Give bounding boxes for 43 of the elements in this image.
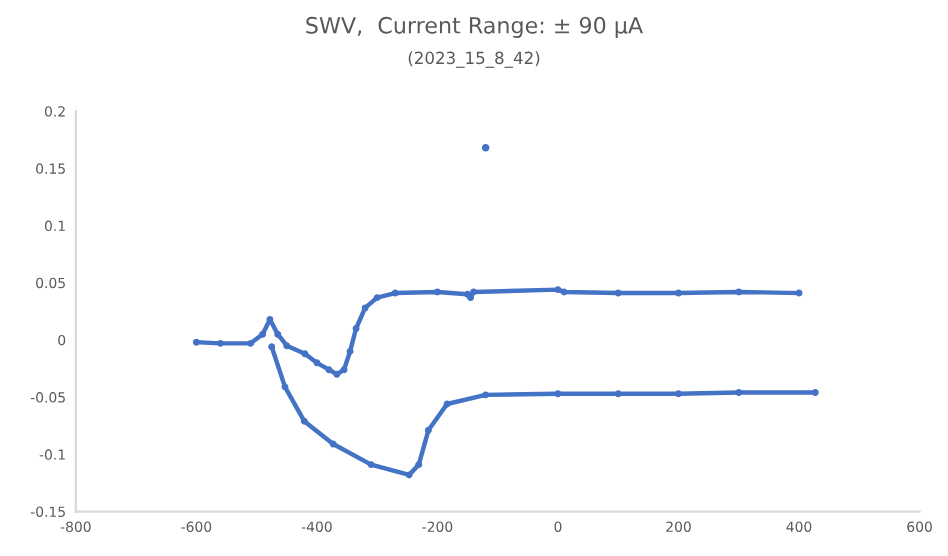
point [247, 339, 255, 347]
point [482, 391, 490, 399]
point [329, 440, 337, 448]
point [560, 288, 568, 296]
point [554, 286, 562, 294]
point [735, 389, 743, 397]
point [325, 366, 333, 374]
point [217, 339, 224, 347]
point [373, 294, 381, 302]
point [367, 461, 375, 469]
point [675, 289, 682, 297]
point [281, 383, 289, 391]
point [554, 390, 562, 398]
point [443, 400, 451, 408]
point [352, 325, 360, 332]
point [268, 343, 276, 351]
point [415, 461, 423, 469]
point [340, 366, 348, 374]
point [283, 342, 291, 350]
point [675, 390, 682, 398]
point [795, 289, 803, 297]
point [274, 330, 282, 338]
point [811, 389, 819, 397]
point [424, 426, 432, 434]
point [313, 359, 321, 367]
point [361, 304, 369, 312]
point [346, 347, 354, 355]
point [614, 390, 622, 398]
line-series [268, 343, 819, 479]
point [333, 370, 341, 378]
point [301, 350, 309, 358]
point [735, 288, 743, 296]
point [391, 289, 399, 297]
point [481, 144, 490, 152]
point [470, 288, 478, 296]
point [300, 417, 308, 425]
point [192, 338, 200, 346]
point [259, 330, 267, 338]
point [405, 471, 413, 479]
point [433, 288, 441, 296]
chart-subtitle: (2023_15_8_42) [408, 51, 540, 68]
point [614, 289, 622, 297]
chart-title: SWV, Current Range: ± 90 µA [306, 16, 643, 38]
